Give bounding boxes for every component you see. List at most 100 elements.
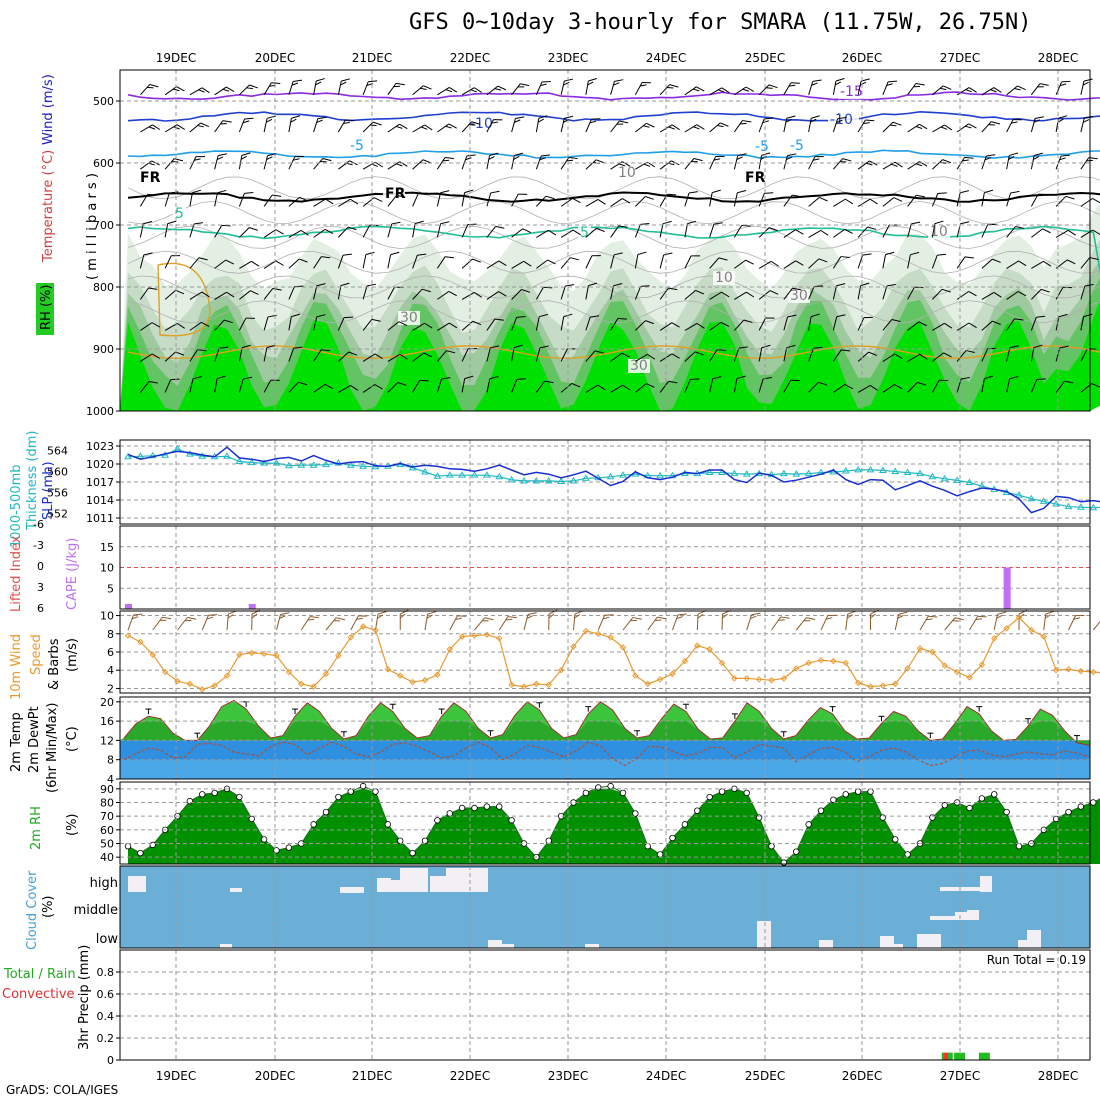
cloud-cover-label: Cloud Cover (25, 870, 40, 950)
upper-wind-barb-feather (218, 153, 227, 157)
upper-wind-barb-feather (148, 287, 158, 290)
rh-contour-gray (127, 200, 1100, 225)
upper-wind-barb-feather (869, 384, 878, 391)
wind10-barb (969, 615, 987, 631)
upper-wind-barb (783, 379, 800, 393)
wind10-barb-staff (449, 615, 458, 631)
rh2m-point (322, 808, 330, 816)
upper-wind-barb (1006, 345, 1019, 362)
upper-wind-barb-staff (214, 155, 219, 170)
upper-wind-barb (338, 226, 357, 238)
upper-wind-barb-staff (461, 87, 475, 96)
upper-wind-barb-feather (984, 189, 994, 194)
upper-wind-barb-feather (1057, 118, 1064, 123)
upper-wind-barb-feather (836, 119, 843, 123)
upper-wind-barb-feather (1083, 78, 1093, 82)
upper-wind-barb-staff (1030, 379, 1038, 393)
upper-wind-barb-feather (471, 121, 481, 125)
upper-wind-barb-staff (709, 349, 718, 362)
rh2m-tick-label: 60 (100, 824, 114, 837)
upper-wind-barb-staff (1006, 260, 1019, 269)
wind10-barb-staff (647, 616, 658, 631)
upper-wind-barb-staff (140, 353, 153, 362)
upper-wind-barb-feather (143, 252, 153, 256)
upper-wind-barb-feather (643, 163, 651, 167)
upper-wind-barb-feather (520, 83, 530, 87)
upper-wind-barb-feather (613, 252, 623, 256)
upper-wind-barb-feather (984, 375, 994, 380)
upper-wind-barb-staff (288, 196, 300, 207)
cape-bar (1003, 567, 1011, 609)
upper-wind-barb-staff (709, 321, 722, 331)
upper-wind-barb-staff (932, 352, 944, 362)
wind10-barb-feather (898, 611, 908, 615)
temp2m-fill-dark (120, 721, 1090, 746)
upper-wind-barb (535, 345, 549, 362)
upper-wind-barb-feather (645, 196, 654, 200)
wind10-barb-staff (1092, 617, 1100, 631)
upper-wind-barb-feather (291, 313, 301, 318)
upper-wind-barb-feather (449, 322, 458, 329)
upper-wind-barb-staff (734, 259, 746, 269)
upper-wind-barb (907, 353, 928, 362)
temp2m-line (123, 699, 1090, 746)
upper-wind-barb-staff (857, 317, 865, 331)
upper-wind-barb-staff (337, 285, 342, 300)
upper-wind-barb-staff (882, 254, 887, 269)
rh2m-point (1090, 799, 1097, 806)
upper-wind-barb-feather (173, 88, 180, 92)
upper-wind-barb-feather (514, 152, 524, 156)
cloud-cover-block (416, 868, 428, 892)
wind10-barb-staff (622, 617, 634, 631)
upper-wind-barb-feather (715, 155, 725, 158)
upper-wind-barb-staff (1030, 347, 1035, 362)
thickness-point (705, 468, 714, 476)
upper-wind-barb-feather (423, 352, 433, 358)
precip-total-bar (954, 1052, 966, 1060)
upper-wind-barb-feather (741, 224, 751, 227)
upper-wind-barb-staff (387, 161, 400, 170)
rh2m-point (335, 793, 342, 801)
upper-wind-barb-staff (932, 322, 945, 331)
upper-wind-barb-feather (266, 115, 276, 119)
upper-wind-barb-staff (1080, 348, 1088, 362)
upper-wind-barb-staff (981, 192, 985, 207)
upper-wind-barb-staff (535, 81, 543, 95)
wind10-barb-feather (227, 614, 234, 619)
upper-wind-barb-staff (907, 83, 917, 96)
thickness-point (247, 458, 256, 466)
upper-wind-barb-feather (316, 78, 325, 82)
upper-wind-barb (214, 153, 227, 170)
date-label-bottom-26DEC: 26DEC (842, 1069, 882, 1083)
upper-wind-barb-feather (523, 260, 532, 267)
wind10-tick-label: 10 (100, 610, 114, 623)
upper-wind-barb (684, 351, 704, 362)
upper-wind-barb-feather (1015, 226, 1025, 229)
wind10-barb (424, 611, 437, 631)
wind10-speed-point (397, 672, 404, 679)
upper-wind-barb (758, 84, 778, 96)
pressure-units-label: ( m i l l i b a r s ) (85, 173, 100, 280)
upper-wind-barb-staff (684, 290, 696, 300)
upper-wind-barb-feather (374, 384, 383, 390)
rh2m-point (607, 782, 614, 790)
upper-wind-barb-staff (461, 258, 473, 269)
cloud-cover-block (377, 878, 391, 892)
upper-wind-barb-staff (882, 353, 896, 362)
upper-wind-barb-feather (694, 351, 704, 356)
temp2m-tick-label: 8 (107, 754, 114, 767)
upper-wind-barb (486, 318, 504, 331)
upper-wind-barb (164, 158, 184, 170)
upper-wind-barb (436, 256, 455, 269)
upper-wind-barb (140, 83, 159, 96)
upper-wind-barb-feather (1083, 119, 1090, 123)
upper-wind-barb (808, 196, 828, 207)
upper-wind-barb-feather (786, 156, 793, 160)
upper-wind-barb (783, 82, 800, 96)
upper-wind-barb (437, 87, 458, 96)
upper-wind-barb-feather (265, 118, 273, 123)
upper-wind-barb-feather (152, 124, 161, 131)
upper-wind-barb-staff (709, 223, 715, 238)
upper-wind-barb-staff (486, 226, 496, 238)
upper-wind-barb (362, 251, 375, 269)
